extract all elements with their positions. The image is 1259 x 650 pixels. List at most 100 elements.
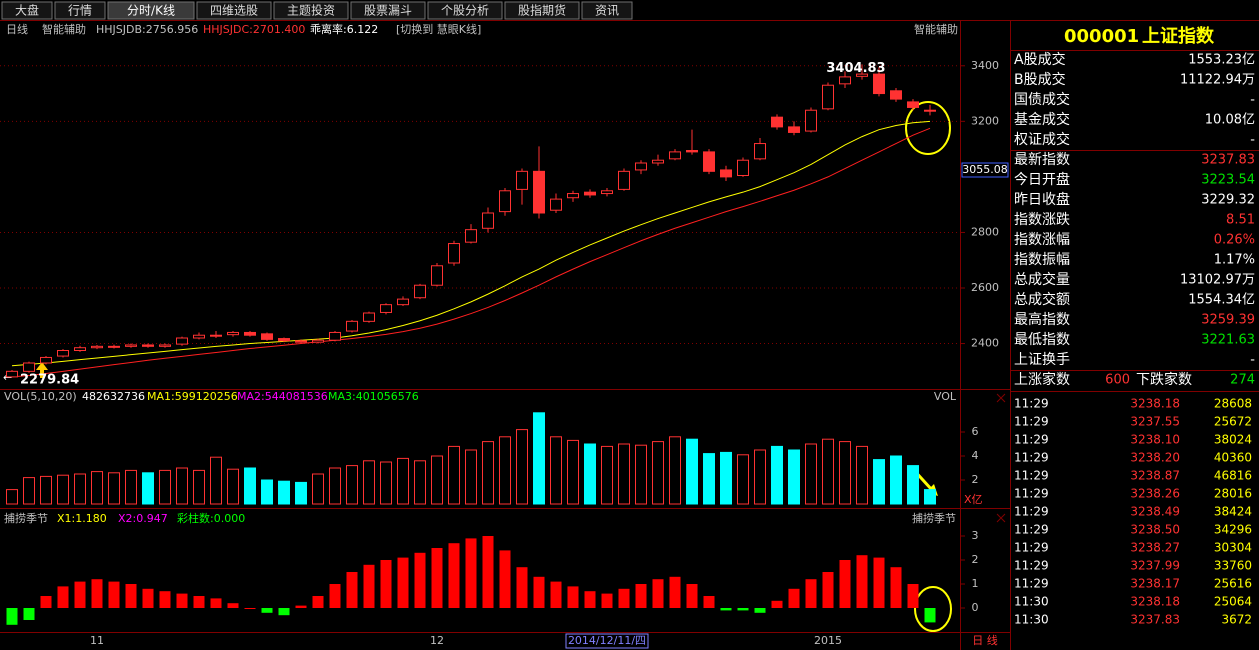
indicator-bar: [584, 591, 596, 608]
tab-label[interactable]: 股指期货: [518, 3, 566, 18]
candle-body: [822, 84, 834, 110]
quote-label: 总成交额: [1014, 291, 1070, 308]
tab-label[interactable]: 四维选股: [210, 4, 258, 18]
indicator-bar: [890, 567, 902, 608]
volume-bar: [465, 449, 477, 505]
indicator-label: 彩柱数:0.000: [177, 511, 245, 525]
indicator-bar: [57, 586, 69, 608]
tab[interactable]: [54, 1, 106, 20]
candle-body: [805, 109, 817, 132]
trade-time: 11:29: [1014, 505, 1049, 519]
indicator-bar: [839, 560, 851, 608]
volume-bar: [448, 445, 460, 505]
candle-body: [74, 347, 86, 352]
volume-bar: [176, 467, 188, 505]
volume-bar: [822, 438, 834, 505]
tab[interactable]: [107, 1, 195, 20]
quote-value: 3221.63: [1201, 333, 1255, 348]
candle-body: [601, 190, 613, 195]
tab[interactable]: [427, 1, 503, 20]
trade-time: 11:30: [1014, 613, 1049, 627]
high-annotation: 3404.83: [826, 61, 885, 76]
low-annotation: 2279.84: [20, 372, 79, 387]
indicator-bar: [907, 584, 919, 608]
quote-value: 3229.32: [1201, 193, 1255, 208]
candle-body: [312, 339, 324, 343]
candle-body: [159, 344, 171, 347]
candle-body: [448, 243, 460, 264]
indicator-bar: [414, 552, 426, 608]
indicator-bar: [74, 581, 86, 608]
indicator-bar: [669, 576, 681, 608]
volume-bar: [907, 465, 919, 505]
indicator-bar: [635, 584, 647, 608]
tab[interactable]: [350, 1, 426, 20]
indicator-bar: [601, 593, 613, 608]
tab[interactable]: [196, 1, 272, 20]
tab[interactable]: [273, 1, 349, 20]
panel-title: VOL: [934, 390, 957, 403]
candle-body: [465, 229, 477, 243]
volume-bar: [142, 472, 154, 505]
volume-bar: [499, 436, 511, 505]
volume-bar: [278, 480, 290, 505]
indicator-bar: [465, 538, 477, 608]
tab-label[interactable]: 股票漏斗: [364, 4, 412, 18]
trade-time: 11:29: [1014, 577, 1049, 591]
quote-label: 最新指数: [1014, 152, 1070, 168]
volume-bar: [703, 453, 715, 505]
indicator-bar: [482, 536, 494, 608]
indicator-bar: [771, 600, 783, 608]
panel-title: 捕捞季节: [912, 511, 956, 525]
trade-time: 11:29: [1014, 523, 1049, 537]
tab[interactable]: [504, 1, 580, 20]
y-tick-label: 1: [972, 577, 979, 590]
quote-value: 13102.97万: [1180, 273, 1255, 288]
tab[interactable]: [1, 1, 53, 20]
volume-bar: [312, 473, 324, 505]
date-cursor-box: [565, 633, 649, 649]
candle-body: [295, 340, 307, 343]
indicator-bar: [686, 584, 698, 608]
indicator-bar: [312, 596, 324, 608]
indicator-label: X2:0.947: [118, 512, 168, 525]
candle-body: [652, 159, 664, 164]
trade-volume: 34296: [1214, 523, 1252, 537]
tab-label[interactable]: 行情: [68, 4, 92, 18]
volume-bar: [397, 457, 409, 505]
volume-bar: [91, 471, 103, 505]
ma-label: MA1:599120256: [147, 390, 238, 403]
y-tick-label: 3200: [971, 114, 999, 127]
tab-label[interactable]: 分时/K线: [127, 4, 175, 18]
indicator-label: 智能辅助: [914, 22, 958, 36]
trade-price: 3238.18: [1130, 397, 1180, 411]
tab-label[interactable]: 个股分析: [441, 4, 489, 18]
quote-value: 10.08亿: [1205, 113, 1255, 128]
tab-label[interactable]: 资讯: [595, 4, 619, 18]
volume-bar: [720, 451, 732, 505]
trade-volume: 25064: [1214, 595, 1252, 609]
candle-body: [873, 73, 885, 95]
tab-label[interactable]: 主题投资: [287, 3, 335, 18]
trade-price: 3238.18: [1130, 595, 1180, 609]
switch-link[interactable]: [切换到 慧眼K线]: [396, 22, 481, 36]
indicator-bar: [788, 588, 800, 608]
x-tick-label: 2015: [814, 634, 842, 647]
x-tick-label: 2014/12/11/四: [568, 634, 646, 647]
indicator-bar: [142, 588, 154, 608]
candle-body: [584, 191, 596, 196]
close-icon[interactable]: [996, 393, 1006, 403]
quote-value: 600: [1105, 373, 1130, 388]
candle-body: [6, 370, 18, 378]
quote-label: 指数涨幅: [1014, 232, 1070, 248]
candle-body: [193, 334, 205, 339]
candle-body: [550, 198, 562, 211]
tab[interactable]: [581, 1, 633, 20]
volume-bar: [924, 489, 936, 505]
indicator-label: 智能辅助: [42, 22, 86, 36]
close-icon[interactable]: [996, 513, 1006, 523]
indicator-bar: [448, 543, 460, 608]
volume-value: 482632736: [82, 390, 145, 403]
tab-label[interactable]: 大盘: [15, 3, 39, 18]
